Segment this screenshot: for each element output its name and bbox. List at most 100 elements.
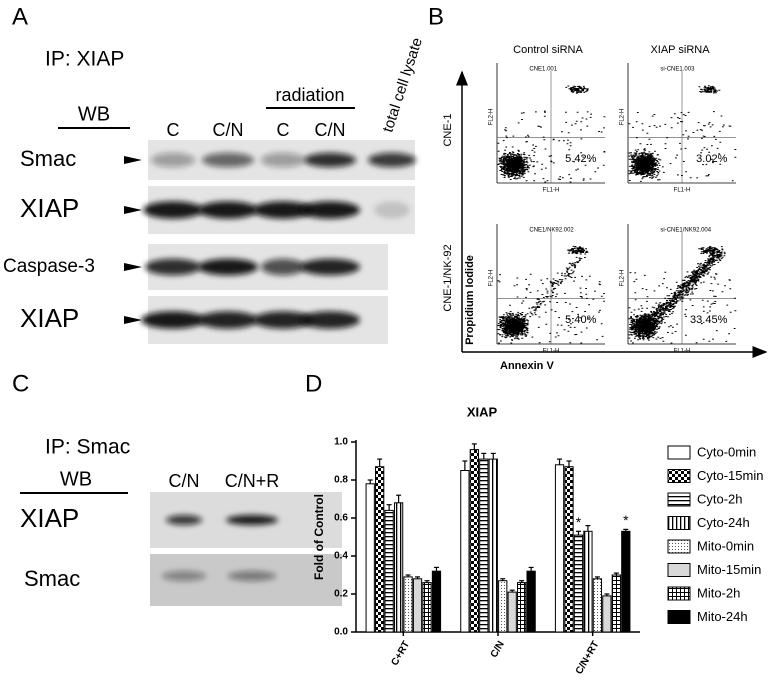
lane-label: C/N <box>315 120 346 140</box>
blot-band <box>228 571 276 581</box>
plot-x-label: FL1-H <box>674 349 691 355</box>
bar <box>384 509 394 633</box>
row-label: XIAP <box>20 303 79 333</box>
ip-label: IP: XIAP <box>45 48 124 71</box>
bar <box>460 470 470 633</box>
bar <box>365 483 375 633</box>
bar <box>375 466 385 633</box>
band-pointer <box>124 263 142 271</box>
y-tick-label: 0.2 <box>334 589 348 600</box>
y-tick-label: 0.4 <box>334 551 348 562</box>
column-label: XIAP siRNA <box>650 44 710 56</box>
blot-band <box>374 201 410 219</box>
cell-dots <box>628 246 737 344</box>
blot-band <box>198 311 258 329</box>
bar <box>479 458 489 633</box>
blot-band <box>151 152 195 168</box>
legend-swatch <box>667 563 691 577</box>
panel-label: C <box>12 370 29 397</box>
legend-label: Cyto-0min <box>697 444 756 459</box>
lane-label: C <box>167 120 180 140</box>
wb-label: WB <box>60 468 92 490</box>
row-label: CNE-1 <box>442 113 454 146</box>
flow-plot: si-CNE1/NK92.004 FL2-H FL1-H 33.45% <box>620 224 737 355</box>
panel-d: D XIAP Fold of Control 0.0 0.2 0.4 0.6 0.8 1.0 C+… <box>305 370 763 676</box>
flow-plot: CNE1.001 FL2-H FL1-H 5.42% <box>489 63 606 194</box>
legend-label: Mito-2h <box>697 585 740 600</box>
y-axis-title: Fold of Control <box>312 494 326 580</box>
x-tick-label: C/N <box>489 639 507 659</box>
x-tick-label: C+RT <box>389 639 412 667</box>
x-tick-label: C/N+RT <box>574 639 602 676</box>
cell-dots <box>497 245 605 344</box>
annotation: * <box>623 512 629 528</box>
bar <box>517 582 527 633</box>
blot-band <box>300 311 360 329</box>
legend-label: Mito-24h <box>697 609 748 624</box>
blot-band <box>143 201 203 219</box>
legend-swatch <box>667 539 691 554</box>
plot-name: si-CNE1/NK92.004 <box>660 228 711 234</box>
cell-dots <box>628 85 737 182</box>
row-label: CNE-1/NK-92 <box>442 244 454 311</box>
row-label: Smac <box>20 146 76 171</box>
lane-label: C/N <box>169 471 200 491</box>
plot-y-label: FL2-H <box>489 109 495 126</box>
panel-label: A <box>12 3 28 30</box>
bar <box>507 591 517 633</box>
y-tick-label: 0.8 <box>334 475 348 486</box>
bar <box>592 578 603 633</box>
legend-swatch <box>667 445 691 460</box>
panel-label: B <box>428 3 444 30</box>
legend-swatch <box>667 610 691 624</box>
row-label: Caspase-3 <box>3 256 95 277</box>
bar <box>621 530 631 633</box>
blot-band <box>261 258 305 276</box>
blot-band <box>261 152 305 168</box>
plot-name: si-CNE1.003 <box>660 67 695 73</box>
percent-label: 33.45% <box>690 314 728 326</box>
blot-band <box>145 258 201 276</box>
legend-label: Mito-15min <box>697 562 761 577</box>
y-tick-label: 0.6 <box>334 513 348 524</box>
lane-label: C <box>277 120 290 140</box>
bar <box>526 570 536 633</box>
blot-band <box>368 152 416 168</box>
bar <box>488 458 498 633</box>
plot-y-label: FL2-H <box>489 270 495 287</box>
plot-x-label: FL1-H <box>674 188 691 194</box>
bar <box>412 578 423 633</box>
wb-label: WB <box>78 103 110 125</box>
percent-label: 5.40% <box>565 314 596 326</box>
bar <box>469 449 479 633</box>
treatment-label: radiation <box>275 85 344 105</box>
blot-band <box>226 515 278 525</box>
y-tick-label: 1.0 <box>334 437 348 448</box>
blot-band <box>300 201 360 219</box>
blot-band <box>253 201 313 219</box>
blot-band <box>198 201 258 219</box>
annotation: * <box>576 514 582 530</box>
legend-swatch <box>667 469 691 483</box>
bar <box>403 576 413 633</box>
bar <box>611 574 621 633</box>
blot-band <box>300 258 360 276</box>
bar <box>564 466 574 633</box>
blot-band <box>202 152 254 168</box>
legend-swatch <box>667 586 691 601</box>
cell-dots <box>497 85 606 183</box>
ip-label: IP: Smac <box>45 436 130 459</box>
blot-band <box>166 515 202 525</box>
blot-band <box>304 152 356 168</box>
lane-label: C/N <box>213 120 244 140</box>
column-label: Control siRNA <box>513 44 583 56</box>
plot-x-label: FL1-H <box>543 188 560 194</box>
blot-band <box>253 311 313 329</box>
panel-a: A IP: XIAP WB radiation C C/N C C/N total cell l… <box>3 3 426 344</box>
flow-plot: CNE1/NK92.002 FL2-H FL1-H 5.40% <box>489 224 605 355</box>
plot-y-label: FL2-H <box>620 109 626 126</box>
lane-label: C/N+R <box>225 471 280 491</box>
band-pointer <box>124 316 142 324</box>
